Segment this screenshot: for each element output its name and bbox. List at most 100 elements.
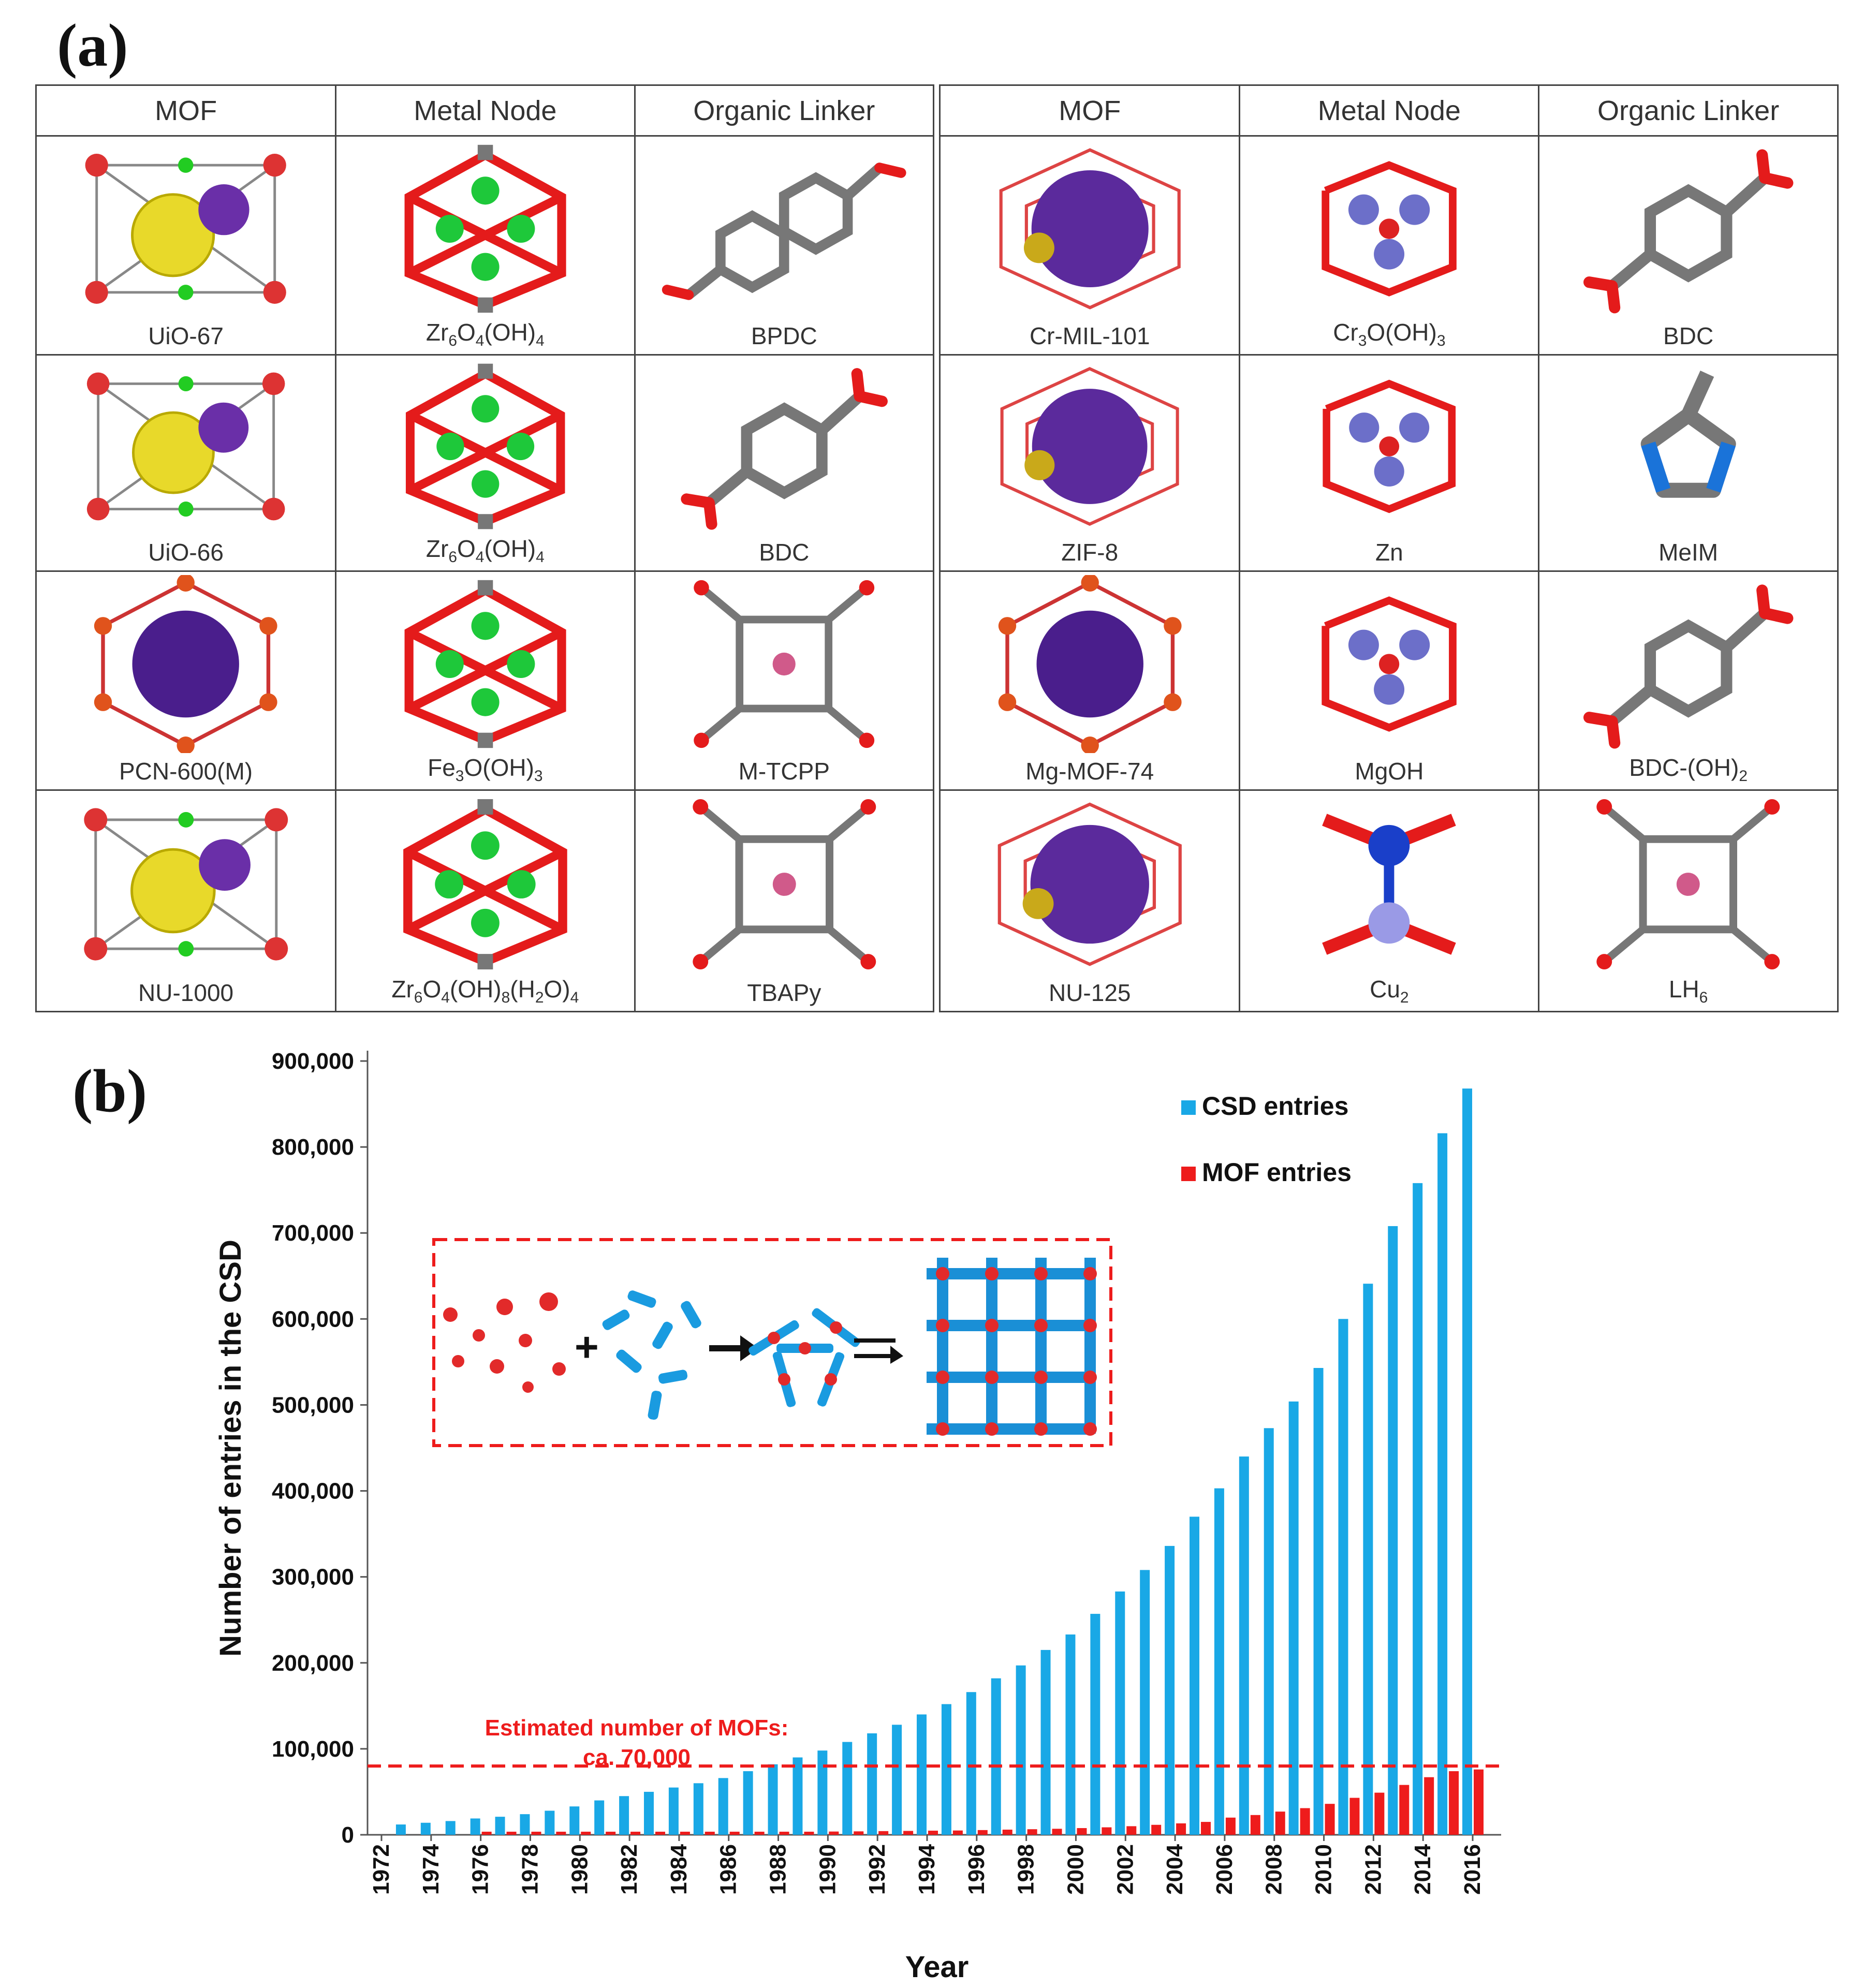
table-row: Mg-MOF-74 MgOH BDC-(OH)2 — [938, 570, 1839, 791]
x-tick-label: 1982 — [617, 1844, 642, 1895]
metal-node-cell: Zn — [1239, 354, 1540, 572]
header-organic-linker: Organic Linker — [634, 84, 935, 137]
csd-bar — [569, 1806, 580, 1835]
metal-node-cell: Zr6O4(OH)4 — [335, 135, 636, 356]
mof-bar — [1002, 1830, 1012, 1835]
zif-8-framework-icon — [941, 359, 1239, 534]
x-tick-label: 1974 — [418, 1844, 444, 1894]
csd-bar — [917, 1714, 927, 1835]
legend-label-csd: CSD entries — [1202, 1092, 1348, 1121]
linker-label: M-TCPP — [738, 758, 830, 785]
csd-bar — [1140, 1570, 1150, 1835]
mof-cell: ZIF-8 — [938, 354, 1241, 572]
mof-bar — [1225, 1817, 1236, 1835]
legend-swatch-csd — [1181, 1100, 1196, 1115]
mof-bar — [1474, 1769, 1484, 1835]
mof-cell: NU-1000 — [35, 789, 337, 1012]
mof-bar — [1201, 1822, 1211, 1835]
csd-bar — [842, 1742, 853, 1835]
csd-bar — [520, 1814, 530, 1835]
table-row: NU-125 Cu2 LH6 — [938, 789, 1839, 1012]
x-tick-label: 2012 — [1360, 1844, 1386, 1895]
mof-bar — [829, 1831, 839, 1835]
linker-cell: LH6 — [1538, 789, 1839, 1012]
pcn-600-framework-icon — [37, 575, 335, 753]
zr-cluster-icon — [336, 359, 634, 534]
linker-cell: M-TCPP — [634, 570, 935, 791]
mof-bar — [903, 1831, 914, 1835]
mof-bar — [1027, 1829, 1037, 1835]
zr-cluster-icon — [336, 140, 634, 318]
linker-cell: BDC — [634, 354, 935, 572]
mg-cluster-icon — [1240, 575, 1538, 753]
x-tick-label: 2016 — [1460, 1844, 1485, 1895]
mof-bar — [481, 1832, 492, 1835]
linker-cell: BPDC — [634, 135, 935, 356]
cu-paddlewheel-icon — [1240, 794, 1538, 975]
bdc-linker-icon — [636, 359, 933, 534]
zr-cluster-icon — [336, 794, 634, 975]
csd-bar — [545, 1810, 555, 1835]
csd-bar — [991, 1678, 1001, 1835]
mof-bar — [754, 1832, 765, 1835]
mof-label: Mg-MOF-74 — [1025, 758, 1154, 785]
y-tick-label: 600,000 — [272, 1306, 354, 1332]
metal-node-cell: MgOH — [1239, 570, 1540, 791]
y-tick-label: 700,000 — [272, 1220, 354, 1246]
metal-node-label: Cr3O(OH)3 — [1333, 318, 1446, 349]
header-organic-linker: Organic Linker — [1538, 84, 1839, 137]
mof-bar — [581, 1832, 591, 1835]
table-header-row: MOF Metal Node Organic Linker — [35, 84, 935, 137]
linker-cell: BDC-(OH)2 — [1538, 570, 1839, 791]
linker-label: BDC-(OH)2 — [1629, 754, 1748, 785]
bdc-linker-icon — [1539, 140, 1837, 318]
csd-bar — [941, 1704, 951, 1835]
metal-node-cell: Zr6O4(OH)8(H2O)4 — [335, 789, 636, 1012]
table-row: ZIF-8 Zn MeIM — [938, 354, 1839, 572]
csd-bar — [693, 1783, 703, 1835]
mof-label: NU-125 — [1048, 979, 1131, 1006]
csd-bar — [1065, 1634, 1076, 1835]
mof-cell: Cr-MIL-101 — [938, 135, 1241, 356]
csd-bar — [768, 1764, 778, 1835]
x-tick-label: 1992 — [864, 1844, 890, 1895]
csd-bar — [1413, 1183, 1423, 1835]
mof-bar — [1449, 1771, 1459, 1835]
nu-1000-framework-icon — [37, 794, 335, 975]
csd-bar — [1264, 1428, 1274, 1835]
csd-bar — [966, 1692, 976, 1835]
annotation-line-1: Estimated number of MOFs: — [485, 1715, 789, 1741]
linker-label: BDC — [759, 539, 810, 566]
csd-bar — [619, 1796, 629, 1835]
mof-label: UiO-67 — [148, 322, 224, 349]
metal-node-label: MgOH — [1355, 758, 1424, 785]
mof-cell: UiO-67 — [35, 135, 337, 356]
mof-bar — [1250, 1815, 1260, 1835]
mof-cell: UiO-66 — [35, 354, 337, 572]
csd-bar — [1437, 1133, 1448, 1835]
hexacarboxylate-linker-icon — [1539, 794, 1837, 975]
csd-bar — [445, 1821, 456, 1835]
mof-bar — [854, 1831, 864, 1835]
mof-bar — [655, 1832, 665, 1835]
mof-label: NU-1000 — [138, 979, 234, 1006]
table-row: Cr-MIL-101 Cr3O(OH)3 BDC — [938, 135, 1839, 356]
table-row: NU-1000 Zr6O4(OH)8(H2O)4 TBAPy — [35, 789, 935, 1012]
csd-bar — [1214, 1488, 1224, 1835]
csd-bar — [1388, 1226, 1398, 1835]
csd-bar — [1313, 1368, 1324, 1835]
metal-node-label: Cu2 — [1370, 975, 1409, 1006]
csd-bar — [470, 1818, 480, 1835]
metal-node-cell: Cr3O(OH)3 — [1239, 135, 1540, 356]
x-axis-title: Year — [905, 1950, 969, 1984]
csd-bar — [644, 1791, 654, 1835]
x-tick-label: 1998 — [1014, 1844, 1039, 1895]
metal-node-cell: Zr6O4(OH)4 — [335, 354, 636, 572]
metal-node-cell: Cu2 — [1239, 789, 1540, 1012]
metal-node-label: Zr6O4(OH)4 — [425, 535, 545, 566]
linker-label: BPDC — [751, 322, 817, 349]
mof-bar — [506, 1832, 517, 1835]
x-tick-label: 1976 — [468, 1844, 493, 1895]
mof-cell: PCN-600(M) — [35, 570, 337, 791]
csd-bar — [594, 1800, 605, 1835]
